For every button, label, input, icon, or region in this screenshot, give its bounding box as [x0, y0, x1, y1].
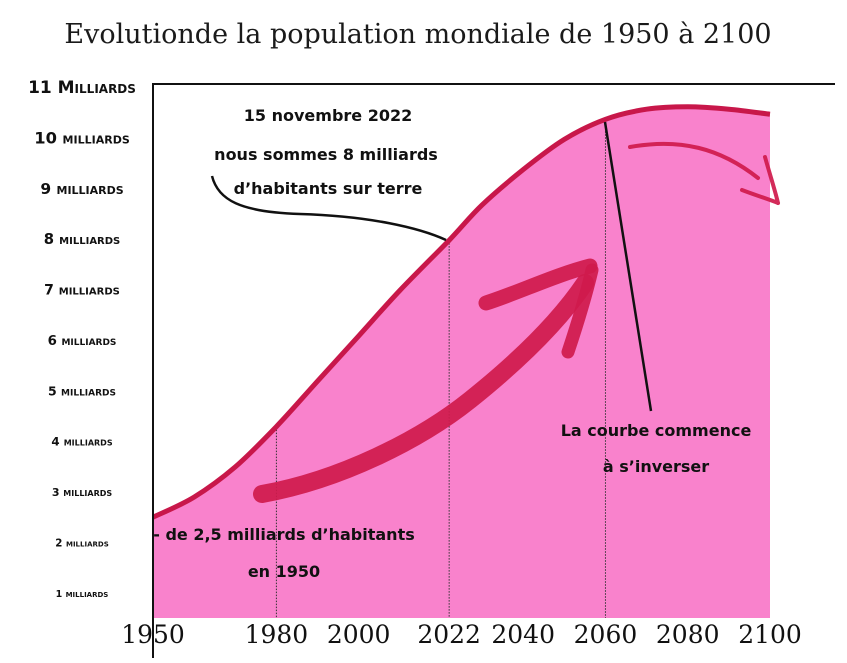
big-arrow-head-right	[561, 263, 599, 359]
annotation-inversion: La courbe commence à s’inverser	[561, 421, 752, 476]
brush-arrows	[253, 141, 780, 503]
population-curve	[151, 104, 771, 520]
annotation-1950-line-2: en 1950	[248, 562, 320, 581]
small-arrow-head	[740, 155, 780, 205]
annotation-inversion-line-2: à s’inverser	[603, 457, 709, 476]
y-tick-label: 8 milliards	[44, 231, 121, 248]
annotation-2022: 15 novembre 2022 nous sommes 8 milliards…	[214, 106, 438, 198]
small-arrow-shaft	[628, 141, 760, 180]
annotation-inversion-line-1: La courbe commence	[561, 421, 752, 440]
y-tick-label: 7 milliards	[44, 283, 120, 299]
y-tick-label: 5 milliards	[48, 383, 116, 398]
x-tick-label: 2000	[327, 620, 391, 649]
big-arrow-head-left	[478, 258, 598, 311]
annotation-2022-line-1: 15 novembre 2022	[244, 106, 412, 125]
big-arrow-shaft	[253, 274, 594, 503]
y-tick-label: 10 milliards	[34, 128, 130, 147]
x-tick-label: 1950	[121, 620, 185, 649]
annotation-1950-line-1: - de 2,5 milliards d’habitants	[153, 525, 415, 544]
y-tick-label: 9 milliards	[40, 180, 123, 198]
y-tick-label: 4 milliards	[51, 435, 112, 449]
x-tick-label: 2100	[738, 620, 802, 649]
y-tick-label: 6 milliards	[48, 334, 117, 349]
x-tick-label: 2060	[574, 620, 638, 649]
leader-2022	[210, 175, 447, 242]
x-tick-label: 2022	[417, 620, 481, 649]
x-tick-label: 2040	[491, 620, 555, 649]
chart-title: Evolutionde la population mondiale de 19…	[64, 19, 771, 50]
annotation-2022-line-3: d’habitants sur terre	[234, 179, 423, 198]
y-tick-label: 11 Milliards	[28, 78, 136, 98]
annotation-1950: - de 2,5 milliards d’habitants en 1950	[153, 525, 415, 581]
x-tick-label: 1980	[245, 620, 309, 649]
x-tick-label: 2080	[656, 620, 720, 649]
annotation-2022-line-2: nous sommes 8 milliards	[214, 145, 438, 164]
y-tick-label: 1 milliards	[56, 589, 109, 600]
y-tick-label: 2 milliards	[55, 537, 109, 549]
y-tick-label: 3 milliards	[52, 486, 113, 499]
leader-inversion	[603, 121, 653, 412]
